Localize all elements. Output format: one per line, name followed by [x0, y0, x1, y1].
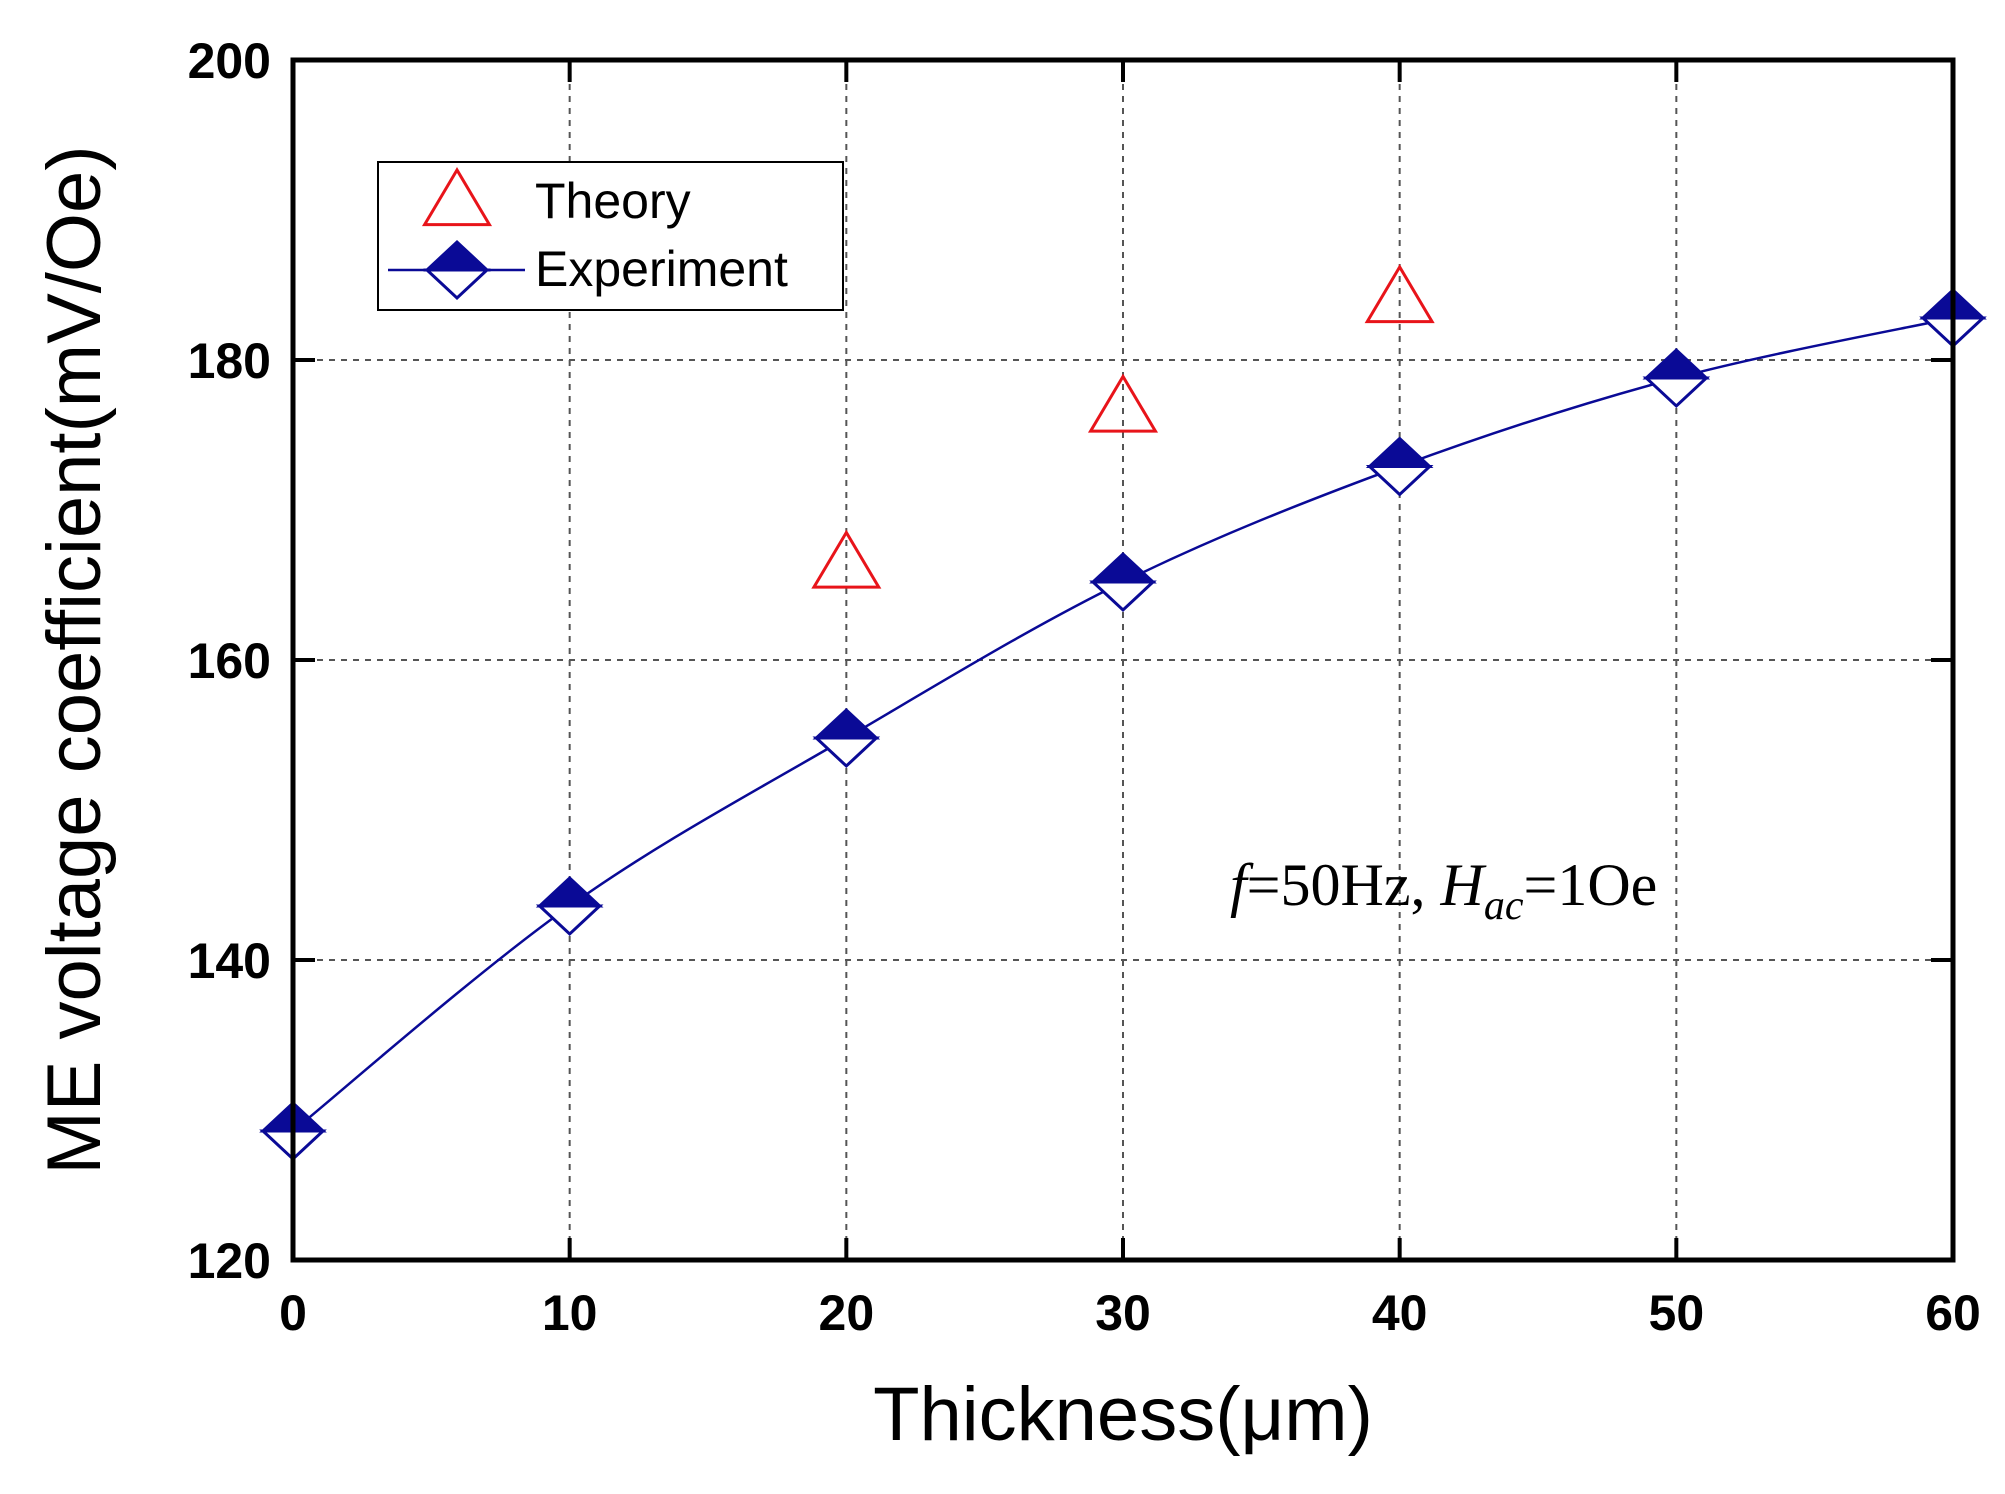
tick-labels: 0 10 20 30 40 50 60 120 140 160 180 200 [188, 33, 1981, 1341]
axis-ticks [291, 58, 1955, 1262]
y-tick-label: 160 [188, 633, 271, 689]
theory-point [811, 529, 882, 589]
y-tick-label: 120 [188, 1233, 271, 1289]
legend-label-theory: Theory [535, 173, 691, 229]
y-tick-label: 140 [188, 933, 271, 989]
theory-point [1364, 264, 1435, 324]
legend-triangle [421, 167, 493, 227]
experiment-point [812, 707, 881, 769]
experiment-point [1089, 551, 1157, 613]
conditions-annotation: f=50Hz, Hac=1Oe [1230, 852, 1657, 929]
legend-theory-marker [421, 167, 493, 227]
x-tick-label: 10 [542, 1285, 598, 1341]
x-tick-label: 40 [1372, 1285, 1428, 1341]
theory-point [1087, 373, 1159, 433]
experiment-point [535, 875, 604, 937]
y-axis-title: ME voltage coefficient(mV/Oe) [32, 145, 117, 1174]
x-tick-label: 60 [1925, 1285, 1981, 1341]
experiment-point [1642, 347, 1711, 409]
experiment-point [1365, 436, 1434, 497]
x-axis-title: Thickness(μm) [873, 1372, 1373, 1457]
legend-label-experiment: Experiment [535, 241, 788, 297]
y-tick-label: 180 [188, 333, 271, 389]
legend-experiment-marker [388, 239, 525, 301]
legend: Theory Experiment [377, 161, 844, 311]
y-tick-label: 200 [188, 33, 271, 89]
theory-series [811, 264, 1435, 589]
legend-diamond [423, 239, 491, 301]
x-tick-label: 0 [279, 1285, 307, 1341]
x-tick-label: 30 [1095, 1285, 1151, 1341]
x-tick-label: 20 [819, 1285, 875, 1341]
x-tick-label: 50 [1649, 1285, 1705, 1341]
